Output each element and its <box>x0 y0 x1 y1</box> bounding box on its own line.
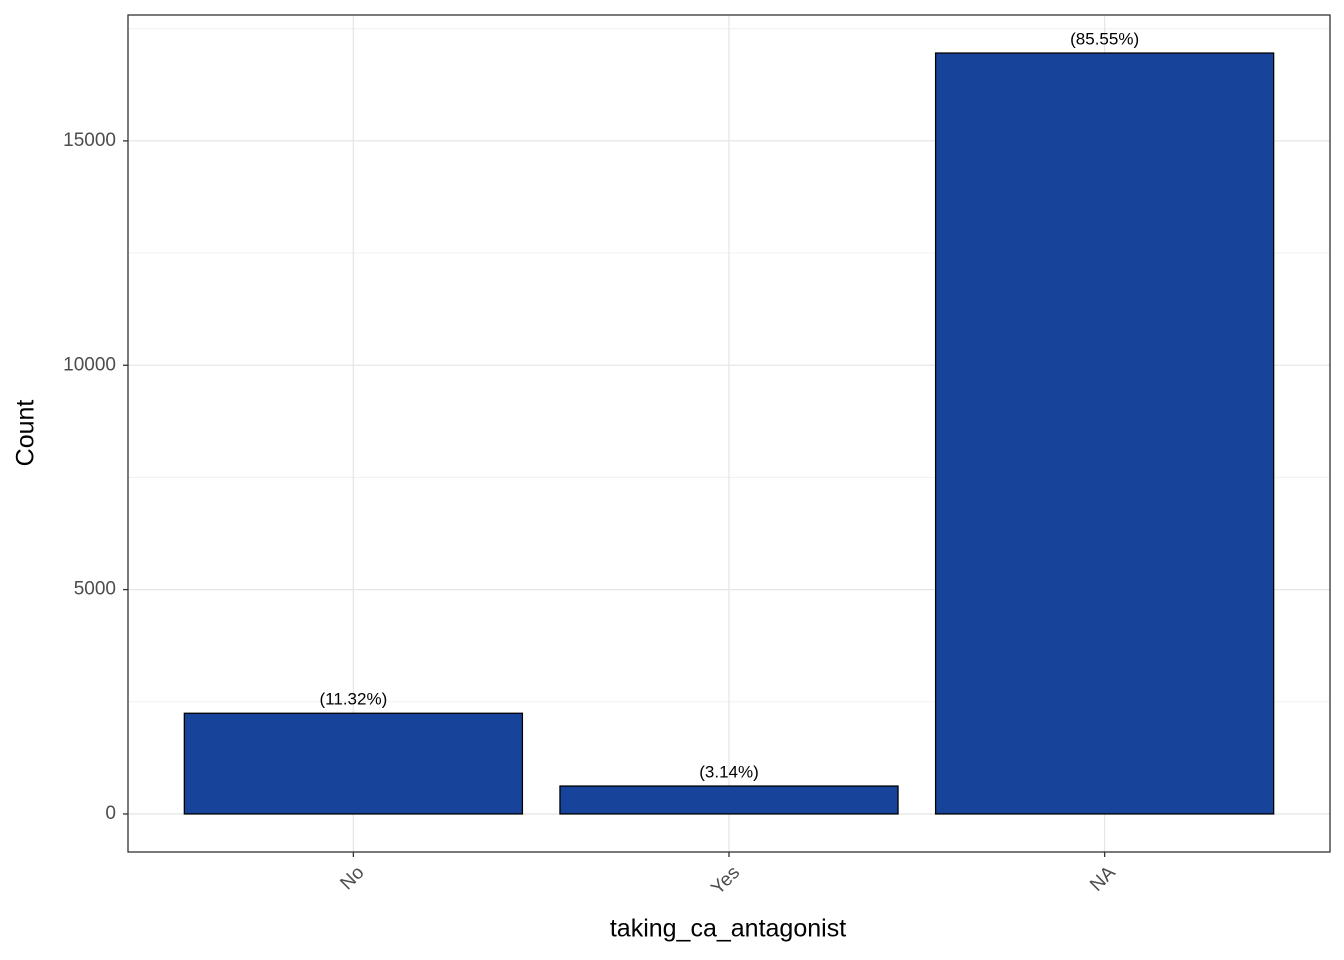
y-tick-label: 15000 <box>63 130 116 151</box>
data-label: (3.14%) <box>699 763 759 782</box>
x-tick-label: Yes <box>707 862 744 899</box>
bar <box>934 52 1275 815</box>
x-tick-label: NA <box>1086 862 1120 896</box>
y-tick-label: 0 <box>105 803 116 824</box>
data-label: (11.32%) <box>320 690 388 709</box>
bar <box>183 712 524 815</box>
y-tick-label: 10000 <box>63 354 116 375</box>
x-axis-title: taking_ca_antagonist <box>610 915 846 943</box>
x-tick-label: No <box>336 862 368 894</box>
y-axis-title: Count <box>12 400 40 467</box>
data-label: (85.55%) <box>1070 30 1139 49</box>
y-tick-label: 5000 <box>74 579 116 600</box>
panel-border <box>127 14 1331 853</box>
bar <box>559 785 899 815</box>
